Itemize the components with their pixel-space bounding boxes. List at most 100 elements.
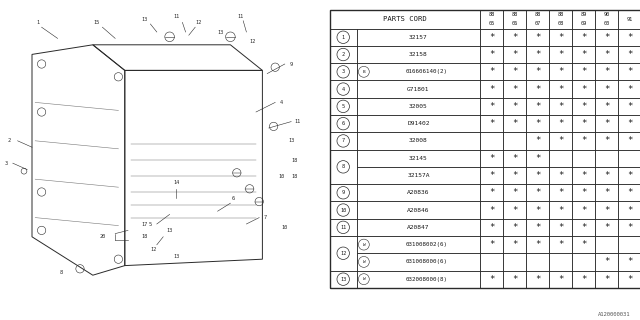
Bar — [526, 132, 549, 149]
Bar — [572, 184, 595, 201]
Bar — [618, 115, 640, 132]
Text: 15: 15 — [93, 20, 99, 25]
Text: *: * — [535, 50, 540, 59]
Bar — [357, 80, 480, 98]
Text: *: * — [558, 119, 563, 128]
Text: *: * — [627, 188, 632, 197]
Text: 88: 88 — [534, 12, 541, 17]
Text: *: * — [558, 33, 563, 42]
Bar — [526, 236, 549, 253]
Bar — [526, 115, 549, 132]
Bar — [549, 132, 572, 149]
Text: 32158: 32158 — [409, 52, 428, 57]
Text: *: * — [581, 171, 586, 180]
Bar — [480, 46, 503, 63]
Text: *: * — [558, 205, 563, 214]
Text: *: * — [512, 33, 517, 42]
Bar — [526, 167, 549, 184]
Text: *: * — [581, 33, 586, 42]
Text: 13: 13 — [166, 228, 173, 233]
Bar — [618, 149, 640, 167]
Bar — [357, 98, 480, 115]
Text: *: * — [581, 119, 586, 128]
Bar — [572, 236, 595, 253]
Bar — [572, 63, 595, 80]
Bar — [526, 219, 549, 236]
Text: *: * — [489, 171, 494, 180]
Bar — [526, 184, 549, 201]
Text: *: * — [489, 67, 494, 76]
Bar — [618, 46, 640, 63]
Text: 32157: 32157 — [409, 35, 428, 40]
Bar — [572, 115, 595, 132]
Text: 14: 14 — [173, 180, 179, 185]
Text: *: * — [604, 188, 609, 197]
Bar — [503, 201, 526, 219]
Text: *: * — [512, 154, 517, 163]
Bar — [480, 201, 503, 219]
Text: *: * — [558, 136, 563, 145]
Text: B: B — [362, 70, 365, 74]
Text: 1: 1 — [37, 20, 40, 25]
Bar — [595, 219, 618, 236]
Text: *: * — [535, 67, 540, 76]
Text: 89: 89 — [580, 12, 587, 17]
Text: *: * — [512, 223, 517, 232]
Text: 32157A: 32157A — [407, 173, 429, 178]
Bar — [618, 98, 640, 115]
Text: 13: 13 — [288, 138, 294, 143]
Text: *: * — [512, 119, 517, 128]
Bar — [480, 132, 503, 149]
Text: *: * — [627, 84, 632, 93]
Bar — [330, 149, 357, 184]
Bar — [357, 219, 480, 236]
Text: 031008000(6): 031008000(6) — [406, 260, 448, 264]
Bar — [357, 201, 480, 219]
Bar — [480, 28, 503, 46]
Text: *: * — [581, 84, 586, 93]
Bar — [330, 63, 357, 80]
Text: 11: 11 — [340, 225, 346, 230]
Bar — [618, 270, 640, 288]
Text: 18: 18 — [291, 173, 298, 179]
Text: *: * — [604, 119, 609, 128]
Text: *: * — [535, 102, 540, 111]
Text: 08: 08 — [557, 21, 564, 26]
Text: *: * — [535, 136, 540, 145]
Bar — [572, 270, 595, 288]
Bar — [357, 28, 480, 46]
Bar — [330, 236, 357, 270]
Text: *: * — [627, 223, 632, 232]
Bar — [330, 98, 357, 115]
Bar — [503, 236, 526, 253]
Text: *: * — [581, 205, 586, 214]
Text: 90: 90 — [604, 12, 610, 17]
Text: *: * — [558, 275, 563, 284]
Text: *: * — [604, 275, 609, 284]
Text: 10: 10 — [282, 225, 288, 230]
Text: *: * — [558, 84, 563, 93]
Bar — [595, 46, 618, 63]
Text: 18: 18 — [291, 157, 298, 163]
Text: W: W — [362, 260, 365, 264]
Bar — [503, 167, 526, 184]
Bar — [572, 149, 595, 167]
Text: 06: 06 — [511, 21, 518, 26]
Text: *: * — [604, 50, 609, 59]
Text: 7: 7 — [342, 139, 345, 143]
Text: *: * — [627, 205, 632, 214]
Bar — [549, 167, 572, 184]
Bar — [549, 270, 572, 288]
Text: *: * — [627, 136, 632, 145]
Bar — [330, 10, 480, 28]
Bar — [480, 167, 503, 184]
Text: A20836: A20836 — [407, 190, 429, 195]
Bar — [526, 80, 549, 98]
Text: 91: 91 — [627, 17, 633, 22]
Bar — [595, 149, 618, 167]
Bar — [618, 219, 640, 236]
Bar — [526, 46, 549, 63]
Bar — [595, 236, 618, 253]
Text: 88: 88 — [488, 12, 495, 17]
Bar — [572, 10, 595, 28]
